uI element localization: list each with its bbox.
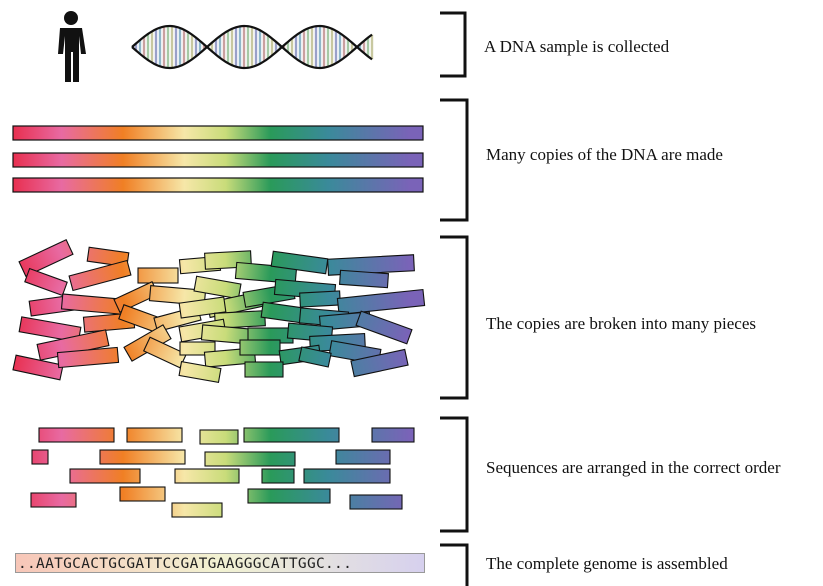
fragment: [338, 269, 390, 289]
sequence-read: [247, 488, 331, 504]
brackets: [440, 11, 469, 586]
fragment: [270, 250, 329, 275]
sequence-read: [126, 427, 183, 443]
fragment: [18, 239, 74, 277]
step-label-collect: A DNA sample is collected: [484, 37, 670, 56]
step-label-assemble: The complete genome is assembled: [486, 554, 728, 573]
step-label-copies: Many copies of the DNA are made: [486, 145, 723, 164]
genome-sequence: ..AATGCACTGCGATTCCGATGAAGGGCATTGGC...: [15, 553, 425, 573]
fragment: [239, 339, 281, 356]
fragment: [18, 316, 82, 343]
sequence-read: [31, 449, 49, 465]
fragment: [336, 288, 426, 316]
sequence-read: [371, 427, 415, 443]
sequence-read: [30, 492, 77, 508]
ordered-sequences: [30, 427, 415, 518]
fragment: [298, 346, 332, 368]
sequence-read: [303, 468, 391, 484]
dna-helix-icon: [131, 24, 374, 70]
dna-fragments: [12, 239, 426, 384]
sequence-read: [69, 468, 141, 484]
sequence-read: [119, 486, 166, 502]
sequence-read: [171, 502, 223, 518]
sequence-read: [174, 468, 240, 484]
fragment: [68, 259, 132, 292]
step-label-arrange: Sequences are arranged in the correct or…: [486, 458, 781, 477]
sequence-read: [335, 449, 391, 465]
fragment: [148, 285, 207, 306]
person-icon: [58, 11, 86, 82]
fragment: [350, 348, 409, 378]
bracket-step-4: [440, 416, 469, 533]
fragment: [86, 246, 130, 268]
fragment: [178, 360, 222, 384]
fragment: [56, 346, 120, 369]
fragment: [12, 354, 64, 381]
fragment: [137, 267, 179, 284]
step-label-fragment: The copies are broken into many pieces: [486, 314, 757, 333]
fragment: [355, 310, 413, 345]
sequence-read: [349, 494, 403, 510]
bracket-step-1: [440, 11, 467, 78]
fragment: [244, 361, 284, 378]
bracket-step-2: [440, 98, 469, 222]
bracket-step-3: [440, 235, 469, 400]
sequence-read: [243, 427, 340, 443]
sequence-read: [199, 429, 239, 445]
fragment: [24, 267, 68, 297]
sequence-read: [38, 427, 115, 443]
fragment: [142, 336, 188, 369]
sequence-read: [99, 449, 186, 465]
fragment: [260, 301, 304, 324]
dna-copies: [12, 125, 424, 193]
genome-strip: [15, 553, 425, 573]
fragment: [193, 275, 242, 300]
bracket-step-5: [440, 543, 469, 586]
fragment: [178, 296, 227, 319]
sequence-read: [261, 468, 295, 484]
sequence-read: [204, 451, 296, 467]
fragment: [299, 290, 341, 308]
